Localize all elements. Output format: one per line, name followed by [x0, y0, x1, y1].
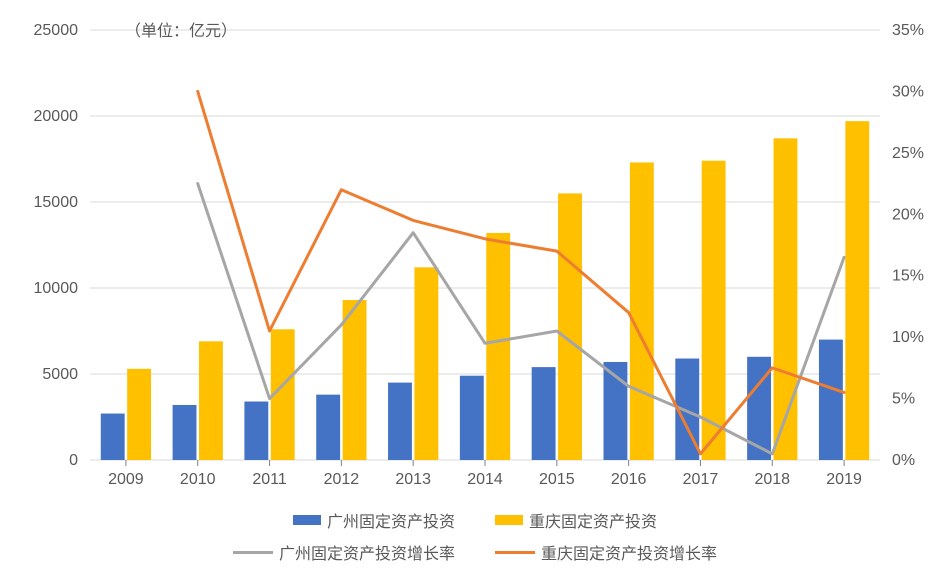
left-axis-tick: 25000	[34, 22, 79, 39]
legend-label: 重庆固定资产投资增长率	[541, 540, 717, 564]
x-axis-label: 2013	[395, 471, 431, 488]
legend-label: 重庆固定资产投资	[529, 508, 657, 532]
x-axis-label: 2010	[180, 471, 216, 488]
bar-gz_fai	[101, 414, 125, 460]
bar-cq_fai	[630, 162, 654, 460]
right-axis-tick: 5%	[892, 391, 915, 408]
bar-cq_fai	[127, 369, 151, 460]
bar-gz_fai	[316, 395, 340, 460]
x-axis-label: 2017	[683, 471, 719, 488]
legend-row: 广州固定资产投资 重庆固定资产投资	[0, 508, 950, 532]
right-axis-tick: 35%	[892, 22, 924, 39]
x-axis-label: 2016	[611, 471, 647, 488]
legend-row: 广州固定资产投资增长率 重庆固定资产投资增长率	[0, 540, 950, 564]
x-axis-label: 2014	[467, 471, 503, 488]
legend-item-gz_fai: 广州固定资产投资	[293, 508, 455, 532]
legend-swatch	[293, 515, 321, 525]
bar-cq_fai	[774, 138, 798, 460]
x-axis-label: 2011	[252, 471, 287, 488]
bar-gz_fai	[244, 402, 268, 460]
left-axis-tick: 10000	[34, 280, 79, 297]
left-axis-tick: 5000	[42, 366, 78, 383]
bar-gz_fai	[460, 376, 484, 460]
legend-line-swatch	[233, 551, 273, 554]
bar-gz_fai	[819, 340, 843, 460]
chart-canvas: 0 5000 10000 15000 20000 25000 0% 5% 10% 15% 20% 25…	[0, 0, 950, 500]
bar-cq_fai	[845, 121, 869, 460]
unit-label: （单位：亿元）	[125, 22, 237, 40]
right-axis-tick: 15%	[892, 268, 924, 285]
right-axis-tick: 30%	[892, 83, 924, 100]
x-axis-label: 2018	[754, 471, 790, 488]
x-axis-label: 2019	[826, 471, 862, 488]
legend-item-gz_rate: 广州固定资产投资增长率	[233, 540, 455, 564]
bar-cq_fai	[414, 267, 438, 460]
bar-gz_fai	[388, 383, 412, 460]
x-axis-label: 2012	[324, 471, 360, 488]
left-axis-tick: 20000	[34, 108, 79, 125]
right-axis-tick: 10%	[892, 329, 924, 346]
x-axis-label: 2009	[108, 471, 144, 488]
bar-gz_fai	[173, 405, 197, 460]
left-axis-tick: 0	[69, 452, 78, 469]
bar-cq_fai	[343, 300, 367, 460]
bar-cq_fai	[486, 233, 510, 460]
fixed-asset-investment-chart: 0 5000 10000 15000 20000 25000 0% 5% 10% 15% 20% 25…	[0, 0, 950, 574]
legend: 广州固定资产投资 重庆固定资产投资广州固定资产投资增长率 重庆固定资产投资增长率	[0, 508, 950, 564]
bar-cq_fai	[558, 193, 582, 460]
bar-cq_fai	[199, 341, 223, 460]
legend-label: 广州固定资产投资	[327, 508, 455, 532]
legend-item-cq_fai: 重庆固定资产投资	[495, 508, 657, 532]
legend-label: 广州固定资产投资增长率	[279, 540, 455, 564]
right-axis-tick: 25%	[892, 145, 924, 162]
x-axis-label: 2015	[539, 471, 575, 488]
right-axis-tick: 0%	[892, 452, 915, 469]
left-axis-tick: 15000	[34, 194, 79, 211]
right-axis-tick: 20%	[892, 206, 924, 223]
legend-line-swatch	[495, 551, 535, 554]
bar-cq_fai	[702, 161, 726, 460]
legend-item-cq_rate: 重庆固定资产投资增长率	[495, 540, 717, 564]
legend-swatch	[495, 515, 523, 525]
bar-gz_fai	[532, 367, 556, 460]
